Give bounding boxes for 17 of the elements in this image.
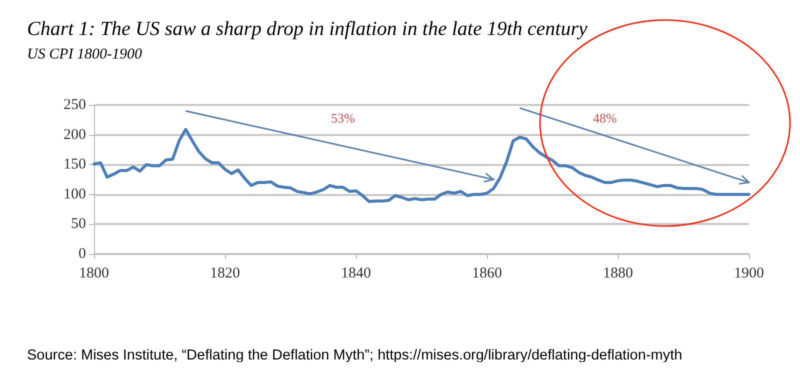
chart-subtitle: US CPI 1800-1900 [27,46,142,62]
x-tick-label: 1880 [603,266,633,282]
annotation: 48% [592,110,617,126]
x-tick-label: 1840 [341,266,371,282]
annotation: 53% [330,110,355,126]
x-tick-label: 1860 [472,266,502,282]
y-tick-label: 200 [64,126,86,143]
chart-title: Chart 1: The US saw a sharp drop in inflation in the late 19th century [27,18,588,40]
x-tick-label: 1900 [734,266,764,282]
y-tick-label: 100 [64,186,86,202]
x-tick-label: 1800 [79,266,109,282]
y-tick-label: 0 [78,246,86,262]
line-series [92,128,750,204]
x-tick-label: 1820 [210,266,240,282]
y-tick-label: 250 [64,97,86,113]
y-tick-label: 150 [64,156,86,173]
y-tick-label: 50 [71,216,86,232]
